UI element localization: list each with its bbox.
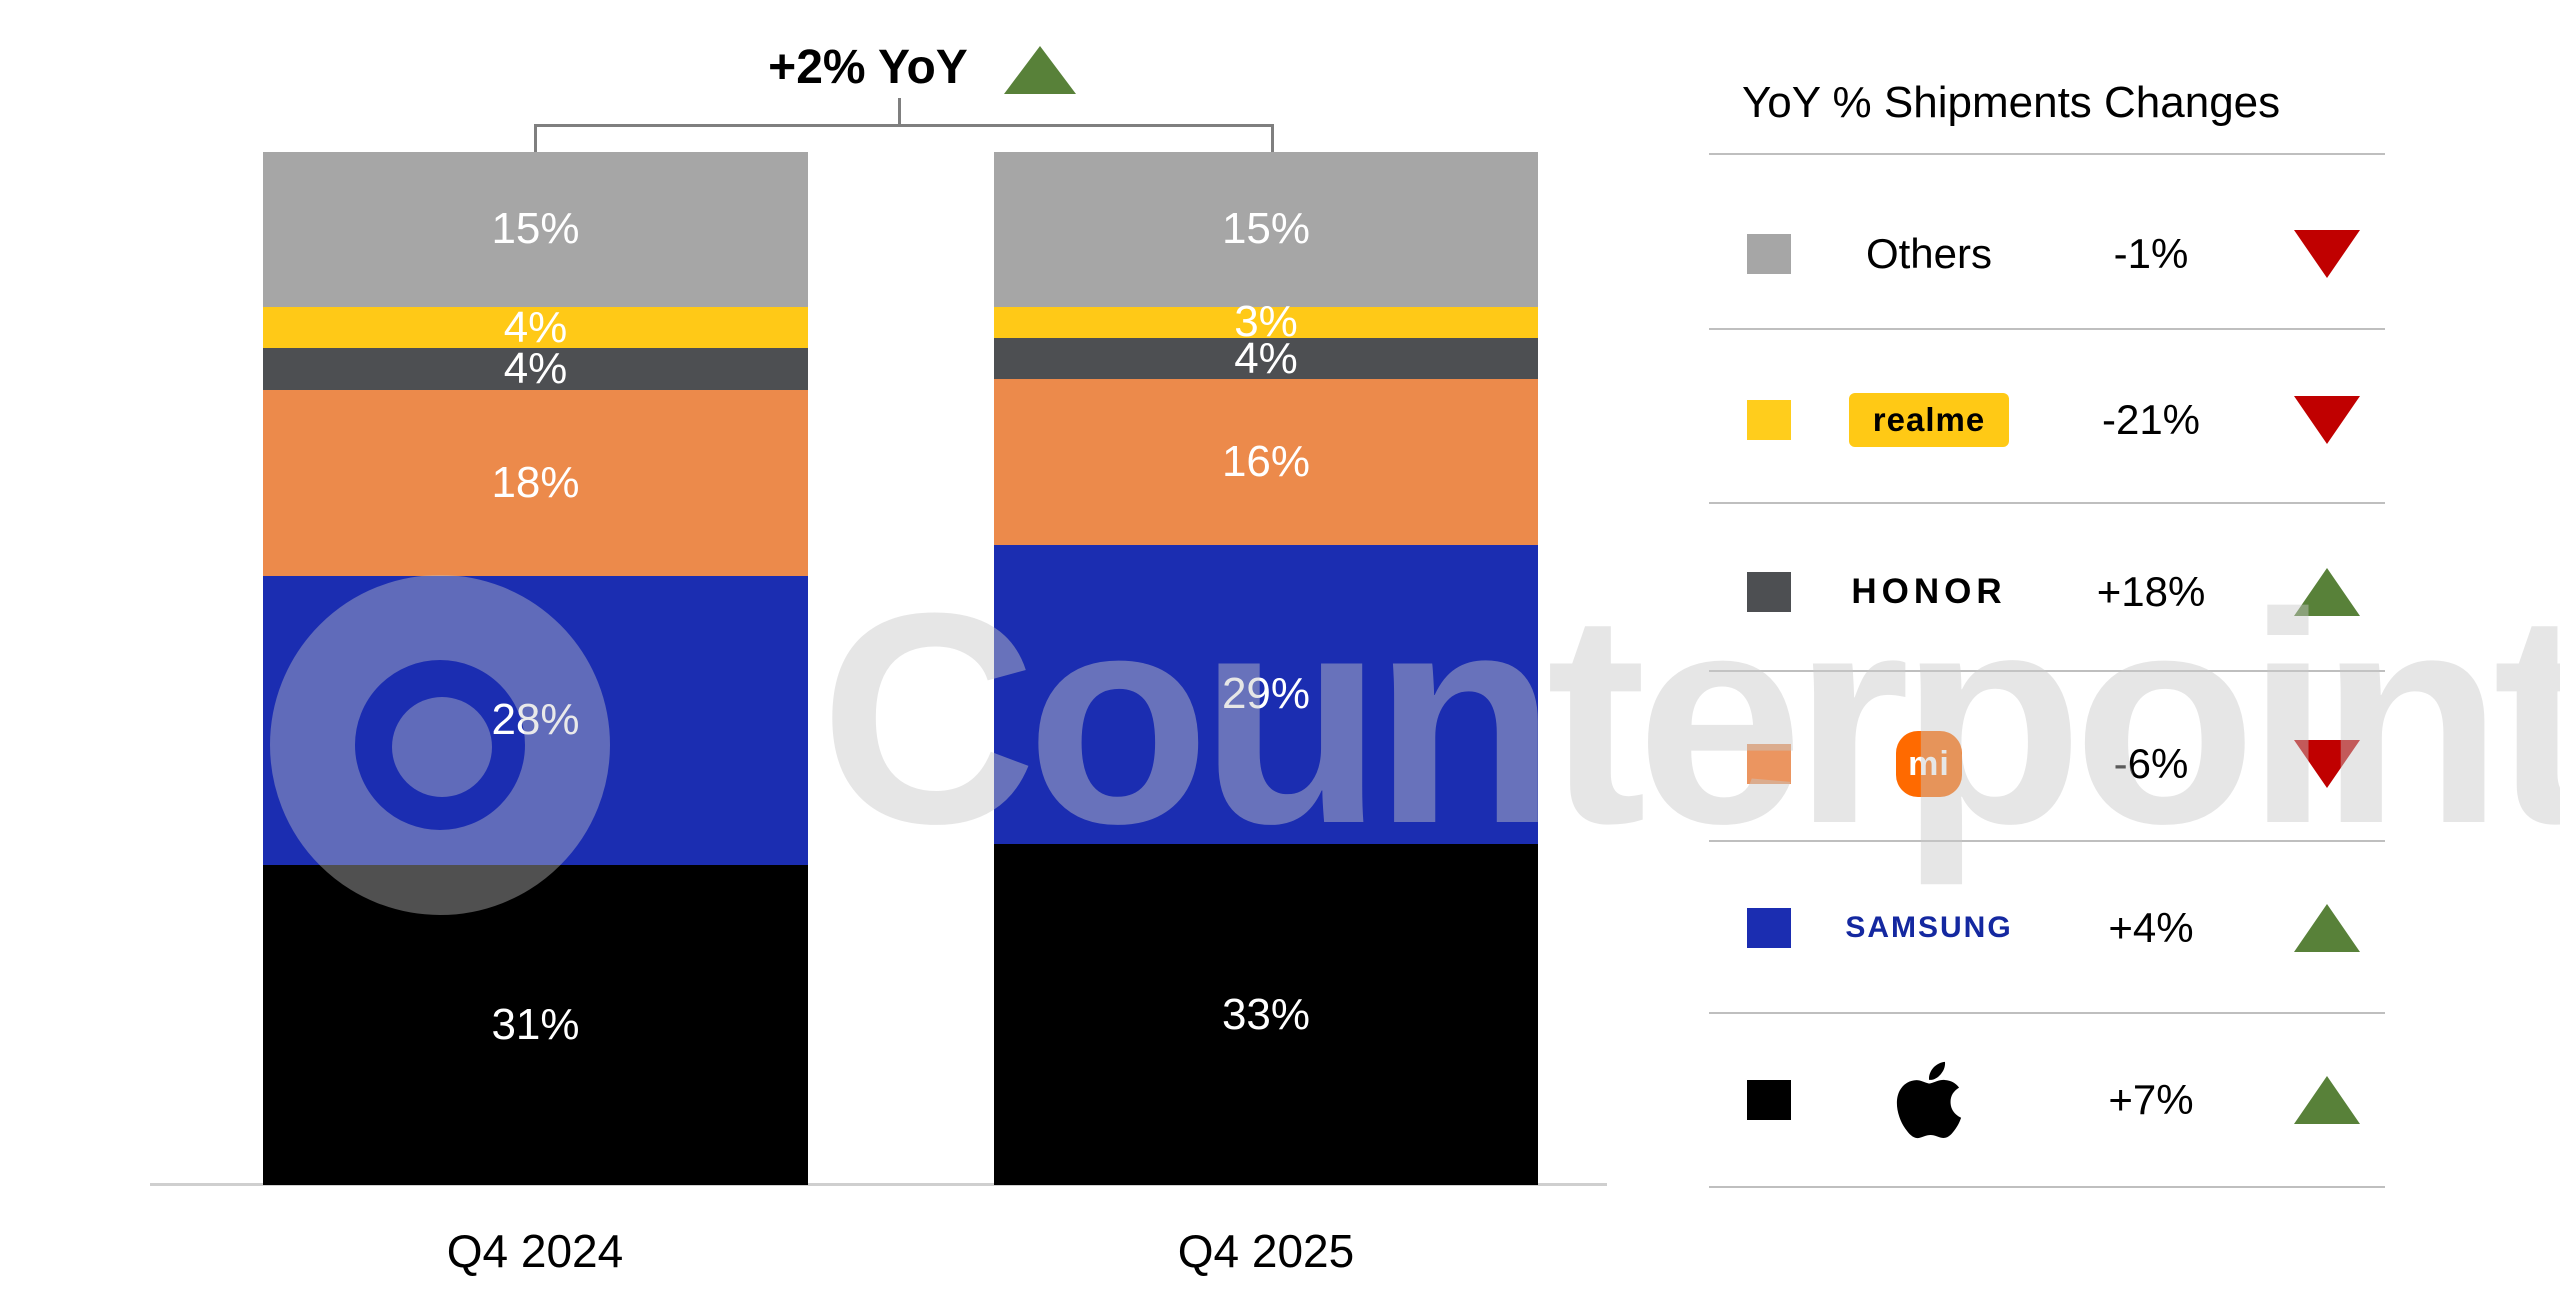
trend-zone [2294,1076,2360,1124]
legend-separator-3 [1709,670,2385,672]
segment-realme-q4-2024: 4% [263,302,808,352]
trend-zone [2294,396,2360,444]
segment-apple-q4-2025: 33% [994,844,1538,1185]
segment-xiaomi-q4-2025: 16% [994,379,1538,545]
chart-title: +2% YoY [768,41,968,94]
legend-swatch-others [1747,234,1791,274]
trend-up-triangle-icon [2294,568,2360,616]
segment-value-label: 4% [503,302,568,352]
xiaomi-mi-logo: mi [1896,731,1962,797]
yoy-change-value-honor: +18% [2096,568,2206,615]
segment-value-label: 15% [491,204,580,254]
bracket-horizontal [534,124,1274,127]
legend-row-mi: mi -6% [1709,704,2385,824]
yoy-change-value-apple: +7% [2108,1076,2194,1123]
segment-samsung-q4-2024: 28% [263,575,808,865]
trend-up-triangle-icon [2294,1076,2360,1124]
trend-zone [2294,904,2360,952]
trend-down-triangle-icon [2294,230,2360,278]
legend-row-others: Others -1% [1709,194,2385,314]
trend-zone [2294,568,2360,616]
legend-swatch-honor [1747,572,1791,612]
legend-separator-0 [1709,153,2385,155]
category-label-q4-2024: Q4 2024 [446,1225,624,1277]
bar-q4-2024: 15% 4% 4% 18% 28% 31% [263,152,808,1185]
legend-title: YoY % Shipments Changes [1742,78,2281,127]
trend-down-triangle-icon [2294,396,2360,444]
brand-zone [1801,1040,2057,1160]
segment-value-label: 33% [1221,989,1311,1039]
segment-value-label: 3% [1234,297,1298,347]
legend-separator-5 [1709,1012,2385,1014]
segment-honor-q4-2025: 4% [994,333,1538,383]
x-axis-line [150,1183,1607,1186]
legend-row-apple: +7% [1709,1040,2385,1160]
segment-realme-q4-2025: 3% [994,300,1538,344]
trend-down-triangle-icon [2294,740,2360,788]
segment-samsung-q4-2025: 29% [994,544,1538,845]
samsung-logo: SAMSUNG [1845,911,2013,944]
brand-zone: Others [1801,194,2057,314]
yoy-change-value-realme: -21% [2101,396,2201,443]
legend-swatch-mi [1747,744,1791,784]
segment-others-q4-2025: 15% [994,152,1538,307]
legend-swatch-realme [1747,400,1791,440]
segment-value-label: 15% [1221,204,1311,254]
brand-label-others: Others [1865,230,1993,277]
bar-q4-2025: 15% 3% 4% 16% 29% 33% [994,152,1538,1185]
trend-zone [2294,740,2360,788]
segment-honor-q4-2024: 4% [263,343,808,393]
trend-up-triangle-icon [2294,904,2360,952]
segment-others-q4-2024: 15% [263,152,808,307]
segment-value-label: 28% [491,695,580,745]
legend-separator-6 [1709,1186,2385,1188]
segment-value-label: 29% [1221,669,1311,719]
legend-separator-4 [1709,840,2385,842]
legend-separator-1 [1709,328,2385,330]
yoy-change-value-samsung: +4% [2108,904,2194,951]
segment-xiaomi-q4-2024: 18% [263,389,808,576]
yoy-change-value-mi: -6% [2113,740,2189,787]
segment-value-label: 31% [491,999,580,1049]
bracket-left-drop [534,124,537,153]
bracket-stub [898,98,901,126]
category-label-q4-2025: Q4 2025 [1177,1225,1355,1277]
honor-logo: HONOR [1851,572,2007,611]
brand-zone: SAMSUNG [1801,868,2057,988]
segment-apple-q4-2024: 31% [263,864,808,1185]
trend-zone [2294,230,2360,278]
realme-logo: realme [1848,393,2010,447]
legend-row-realme: realme -21% [1709,360,2385,480]
segment-value-label: 4% [503,343,568,393]
segment-value-label: 18% [491,457,580,507]
segment-value-label: 16% [1221,436,1311,486]
brand-zone: mi [1801,704,2057,824]
brand-zone: HONOR [1801,532,2057,652]
yoy-change-value-others: -1% [2113,230,2189,277]
legend-row-honor: HONOR +18% [1709,532,2385,652]
legend-swatch-apple [1747,1080,1791,1120]
apple-logo [1896,1061,1962,1139]
brand-zone: realme [1801,360,2057,480]
legend-row-samsung: SAMSUNG +4% [1709,868,2385,988]
yoy-up-triangle-icon [1004,46,1076,94]
bracket-right-drop [1271,124,1274,153]
legend-swatch-samsung [1747,908,1791,948]
segment-value-label: 4% [1234,333,1298,383]
legend-separator-2 [1709,502,2385,504]
